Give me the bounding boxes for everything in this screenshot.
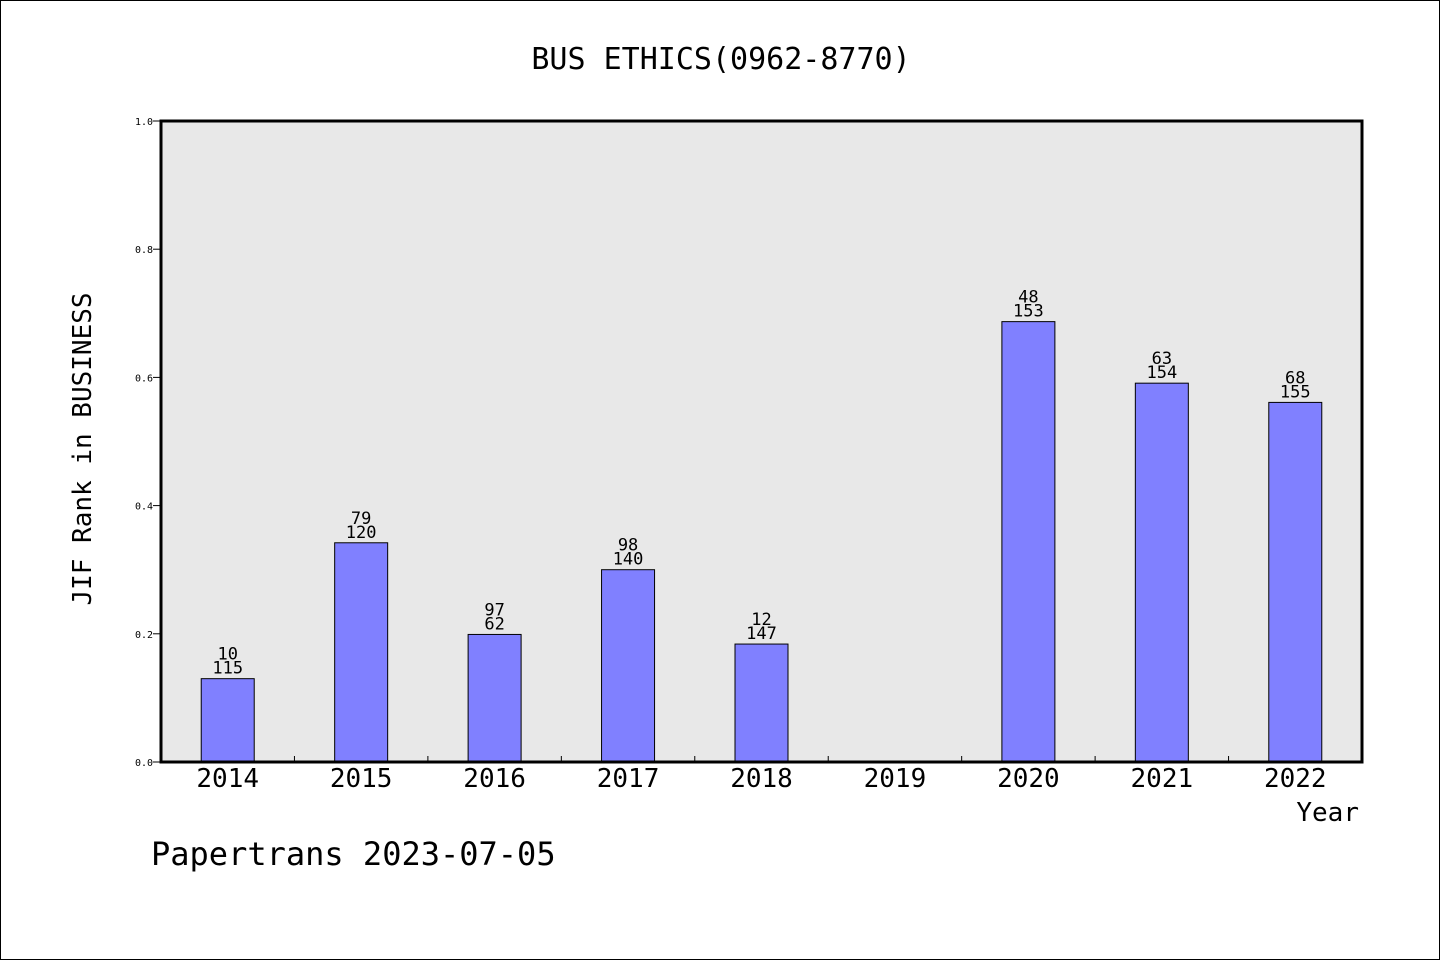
y-axis: 0.0 0.2 0.4 0.6 0.8 1.0 [135, 117, 161, 769]
bars-group [200, 321, 1323, 763]
bar-rank-label: 63 [1152, 349, 1172, 369]
x-tick-label: 2018 [730, 764, 793, 794]
y-tick-label: 1.0 [135, 117, 153, 128]
plot-border [159, 119, 1364, 764]
x-tick-label: 2022 [1264, 764, 1327, 794]
bar [1001, 321, 1056, 763]
x-tick-label: 2019 [864, 764, 927, 794]
bar-total-label: 115 [212, 659, 243, 679]
x-tick-label: 2016 [463, 764, 526, 794]
bar [601, 569, 656, 763]
bar-total-label: 62 [484, 614, 504, 634]
bar [467, 633, 522, 763]
y-tick-label: 0.0 [135, 758, 153, 769]
x-tick-label: 2014 [196, 764, 259, 794]
bar-total-label: 147 [746, 624, 777, 644]
bar-total-label: 120 [346, 523, 377, 543]
bar [334, 542, 389, 763]
bar-rank-label: 98 [618, 536, 638, 556]
x-axis-label: Year [1296, 798, 1359, 828]
bar-rank-label: 48 [1018, 288, 1038, 308]
bar-rank-label: 12 [751, 610, 771, 630]
bar [734, 643, 789, 763]
bar-rank-label: 97 [484, 600, 504, 620]
bar-total-label: 140 [613, 550, 644, 570]
bar [200, 678, 255, 763]
bar-total-label: 155 [1280, 382, 1311, 402]
bar [1268, 401, 1323, 763]
x-axis: 2014 2015 2016 2017 2018 2019 2020 2021 2022 [196, 756, 1327, 794]
bar-rank-label: 79 [351, 509, 371, 529]
x-tick-label: 2015 [330, 764, 393, 794]
bar-rank-label: 10 [217, 645, 237, 665]
bar-total-label: 153 [1013, 302, 1044, 322]
footer-credit: Papertrans 2023-07-05 [151, 835, 556, 873]
bar-rank-label: 68 [1285, 368, 1305, 388]
y-tick-label: 0.2 [135, 630, 153, 641]
y-tick-label: 0.4 [135, 502, 153, 513]
y-tick-label: 0.6 [135, 373, 153, 384]
y-axis-label: JIF Rank in BUSINESS [68, 292, 98, 605]
x-tick-label: 2021 [1131, 764, 1194, 794]
y-tick-label: 0.8 [135, 245, 153, 256]
x-tick-label: 2020 [997, 764, 1060, 794]
x-tick-label: 2017 [597, 764, 660, 794]
chart-title: BUS ETHICS(0962-8770) [531, 42, 910, 77]
bar [1134, 382, 1189, 763]
bar-total-label: 154 [1146, 363, 1177, 383]
